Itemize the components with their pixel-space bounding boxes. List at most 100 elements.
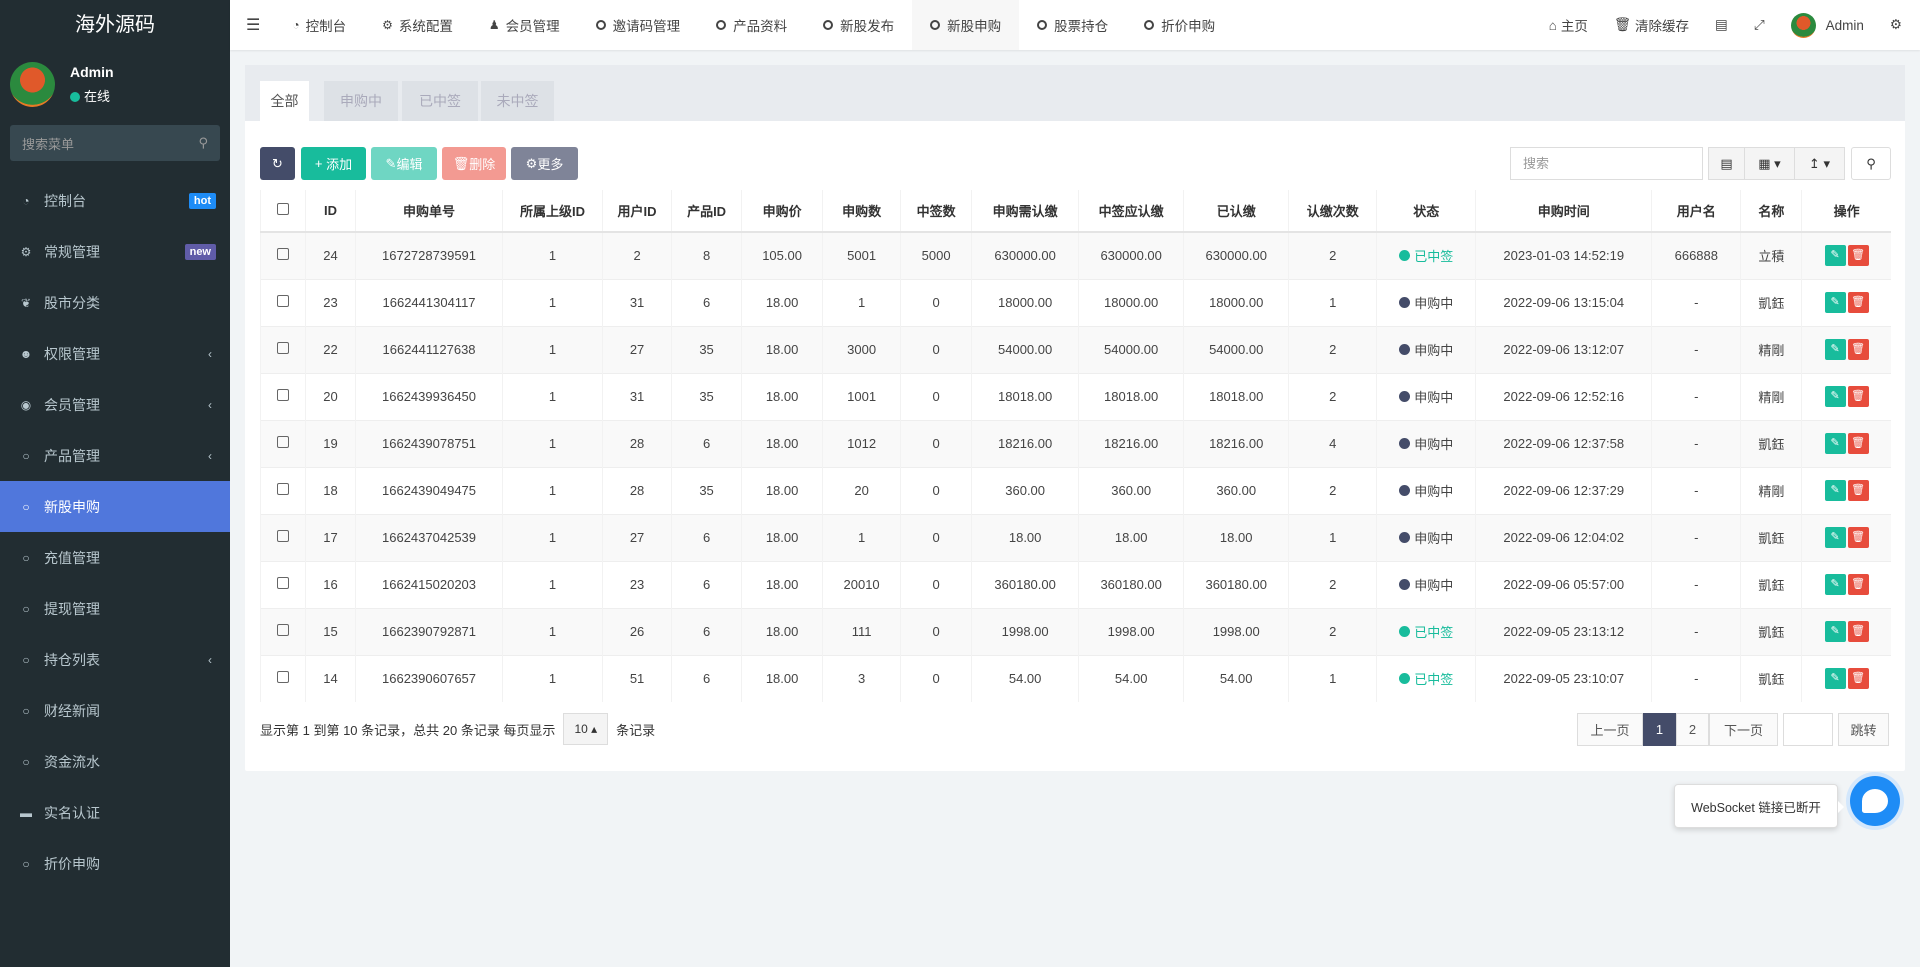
row-edit-button[interactable]: ✎ (1824, 386, 1846, 407)
row-edit-button[interactable]: ✎ (1824, 339, 1846, 360)
page-size-dropdown[interactable]: 10 ▴ (563, 713, 609, 745)
row-edit-button[interactable]: ✎ (1824, 668, 1846, 690)
sidebar-toggle-button[interactable]: ☰ (246, 17, 261, 34)
clear-cache-button[interactable]: 🗑 清除缓存 (1601, 0, 1702, 50)
row-edit-button[interactable]: ✎ (1824, 245, 1846, 267)
toggle-view-button[interactable]: ▤ (1708, 147, 1745, 180)
chat-button[interactable] (1850, 776, 1900, 826)
row-delete-button[interactable]: 🗑 (1847, 245, 1869, 267)
tab-won[interactable]: 已中签 (402, 81, 478, 121)
row-delete-button[interactable]: 🗑 (1847, 292, 1869, 313)
sidebar-item-6[interactable]: ○ 新股申购 (0, 481, 230, 532)
topnav-tab-3[interactable]: 邀请码管理 (578, 0, 699, 50)
column-header[interactable]: 申购数 (822, 190, 901, 233)
topnav-tab-8[interactable]: 折价申购 (1126, 0, 1233, 50)
row-checkbox[interactable] (260, 419, 306, 467)
sidebar-item-10[interactable]: ○ 财经新闻 (0, 685, 230, 736)
column-header[interactable]: 用户ID (602, 190, 672, 233)
row-edit-button[interactable]: ✎ (1824, 292, 1846, 313)
settings-gear-icon[interactable]: ⚙ (1889, 17, 1902, 32)
topnav-tab-7[interactable]: 股票持仓 (1019, 0, 1126, 50)
sidebar-item-9[interactable]: ○ 持仓列表 ‹ (0, 634, 230, 685)
column-header[interactable]: 认缴次数 (1288, 190, 1377, 233)
tab-subscribing[interactable]: 申购中 (324, 81, 398, 121)
column-header[interactable]: 申购时间 (1475, 190, 1652, 233)
row-delete-button[interactable]: 🗑 (1847, 339, 1869, 360)
column-header[interactable]: 申购单号 (354, 190, 503, 233)
column-header[interactable]: 用户名 (1651, 190, 1741, 233)
topnav-tab-4[interactable]: 产品资料 (698, 0, 805, 50)
user-menu[interactable]: Admin (1778, 0, 1877, 50)
column-header[interactable]: ID (305, 190, 356, 233)
tab-not-won[interactable]: 未中签 (481, 81, 554, 121)
search-icon[interactable]: ⚲ (198, 135, 208, 150)
page-2-button[interactable]: 2 (1676, 713, 1709, 746)
menu-search-input[interactable]: 搜索菜单 ⚲ (10, 125, 220, 161)
row-checkbox[interactable] (260, 372, 306, 420)
topnav-tab-0[interactable]: ◔ 控制台 (274, 0, 364, 50)
refresh-button[interactable]: ↻ (260, 147, 295, 180)
row-delete-button[interactable]: 🗑 (1847, 433, 1869, 454)
sidebar-item-1[interactable]: ⚙ 常规管理 new (0, 226, 230, 277)
tab-all[interactable]: 全部 (260, 81, 309, 121)
row-delete-button[interactable]: 🗑 (1847, 621, 1869, 642)
sidebar-item-7[interactable]: ○ 充值管理 (0, 532, 230, 583)
columns-button[interactable]: ▦ ▾ (1744, 147, 1795, 180)
add-button[interactable]: + 添加 (301, 147, 366, 180)
export-button[interactable]: ↥ ▾ (1794, 147, 1845, 180)
topnav-tab-1[interactable]: ⚙ 系统配置 (364, 0, 471, 50)
row-edit-button[interactable]: ✎ (1824, 433, 1846, 454)
sidebar-item-8[interactable]: ○ 提现管理 (0, 583, 230, 634)
row-edit-button[interactable]: ✎ (1824, 527, 1846, 548)
row-edit-button[interactable]: ✎ (1824, 621, 1846, 642)
sidebar-item-2[interactable]: ❦ 股市分类 (0, 277, 230, 328)
jump-button[interactable]: 跳转 (1838, 713, 1889, 746)
delete-button[interactable]: 🗑 删除 (442, 147, 506, 180)
row-checkbox[interactable] (260, 231, 306, 279)
home-link[interactable]: ⌂ 主页 (1536, 0, 1601, 50)
jump-page-input[interactable] (1783, 713, 1833, 746)
topnav-tab-6[interactable]: 新股申购 (912, 0, 1020, 50)
column-header[interactable]: 申购价 (741, 190, 823, 233)
translate-icon[interactable]: ▤ (1715, 17, 1728, 32)
row-delete-button[interactable]: 🗑 (1847, 480, 1869, 501)
row-checkbox[interactable] (260, 607, 306, 655)
sidebar-item-4[interactable]: ◉ 会员管理 ‹ (0, 379, 230, 430)
row-delete-button[interactable]: 🗑 (1847, 386, 1869, 407)
row-checkbox[interactable] (260, 560, 306, 608)
sidebar-item-13[interactable]: ○ 折价申购 (0, 838, 230, 889)
column-header[interactable]: 中签数 (900, 190, 972, 233)
column-header[interactable]: 中签应认缴 (1078, 190, 1184, 233)
sidebar-item-11[interactable]: ○ 资金流水 (0, 736, 230, 787)
row-checkbox[interactable] (260, 325, 306, 373)
column-header[interactable]: 申购需认缴 (971, 190, 1079, 233)
topnav-tab-5[interactable]: 新股发布 (805, 0, 912, 50)
row-checkbox[interactable] (260, 513, 306, 561)
row-checkbox[interactable] (260, 654, 306, 702)
row-delete-button[interactable]: 🗑 (1847, 527, 1869, 548)
sidebar-item-5[interactable]: ○ 产品管理 ‹ (0, 430, 230, 481)
row-delete-button[interactable]: 🗑 (1847, 574, 1869, 595)
sidebar-item-12[interactable]: ▬ 实名认证 (0, 787, 230, 838)
sidebar-item-0[interactable]: ◔ 控制台 hot (0, 175, 230, 226)
sidebar-item-3[interactable]: ☻ 权限管理 ‹ (0, 328, 230, 379)
next-page-button[interactable]: 下一页 (1709, 713, 1778, 746)
row-delete-button[interactable]: 🗑 (1847, 668, 1869, 690)
column-header[interactable]: 状态 (1376, 190, 1476, 233)
table-search-input[interactable]: 搜索 (1510, 147, 1703, 180)
row-edit-button[interactable]: ✎ (1824, 574, 1846, 595)
prev-page-button[interactable]: 上一页 (1577, 713, 1643, 746)
column-header[interactable]: 操作 (1801, 190, 1891, 233)
logo[interactable]: 海外源码 (0, 0, 230, 50)
edit-button[interactable]: ✎ 编辑 (371, 147, 437, 180)
advanced-search-button[interactable]: ⚲ (1851, 147, 1891, 180)
select-all-checkbox[interactable] (260, 190, 306, 233)
column-header[interactable]: 已认缴 (1183, 190, 1289, 233)
fullscreen-icon[interactable]: ⤢ (1753, 17, 1765, 32)
row-checkbox[interactable] (260, 278, 306, 326)
column-header[interactable]: 名称 (1740, 190, 1802, 233)
page-1-button[interactable]: 1 (1643, 713, 1676, 746)
row-checkbox[interactable] (260, 466, 306, 514)
more-button[interactable]: ⚙ 更多 (511, 147, 578, 180)
column-header[interactable]: 产品ID (671, 190, 742, 233)
